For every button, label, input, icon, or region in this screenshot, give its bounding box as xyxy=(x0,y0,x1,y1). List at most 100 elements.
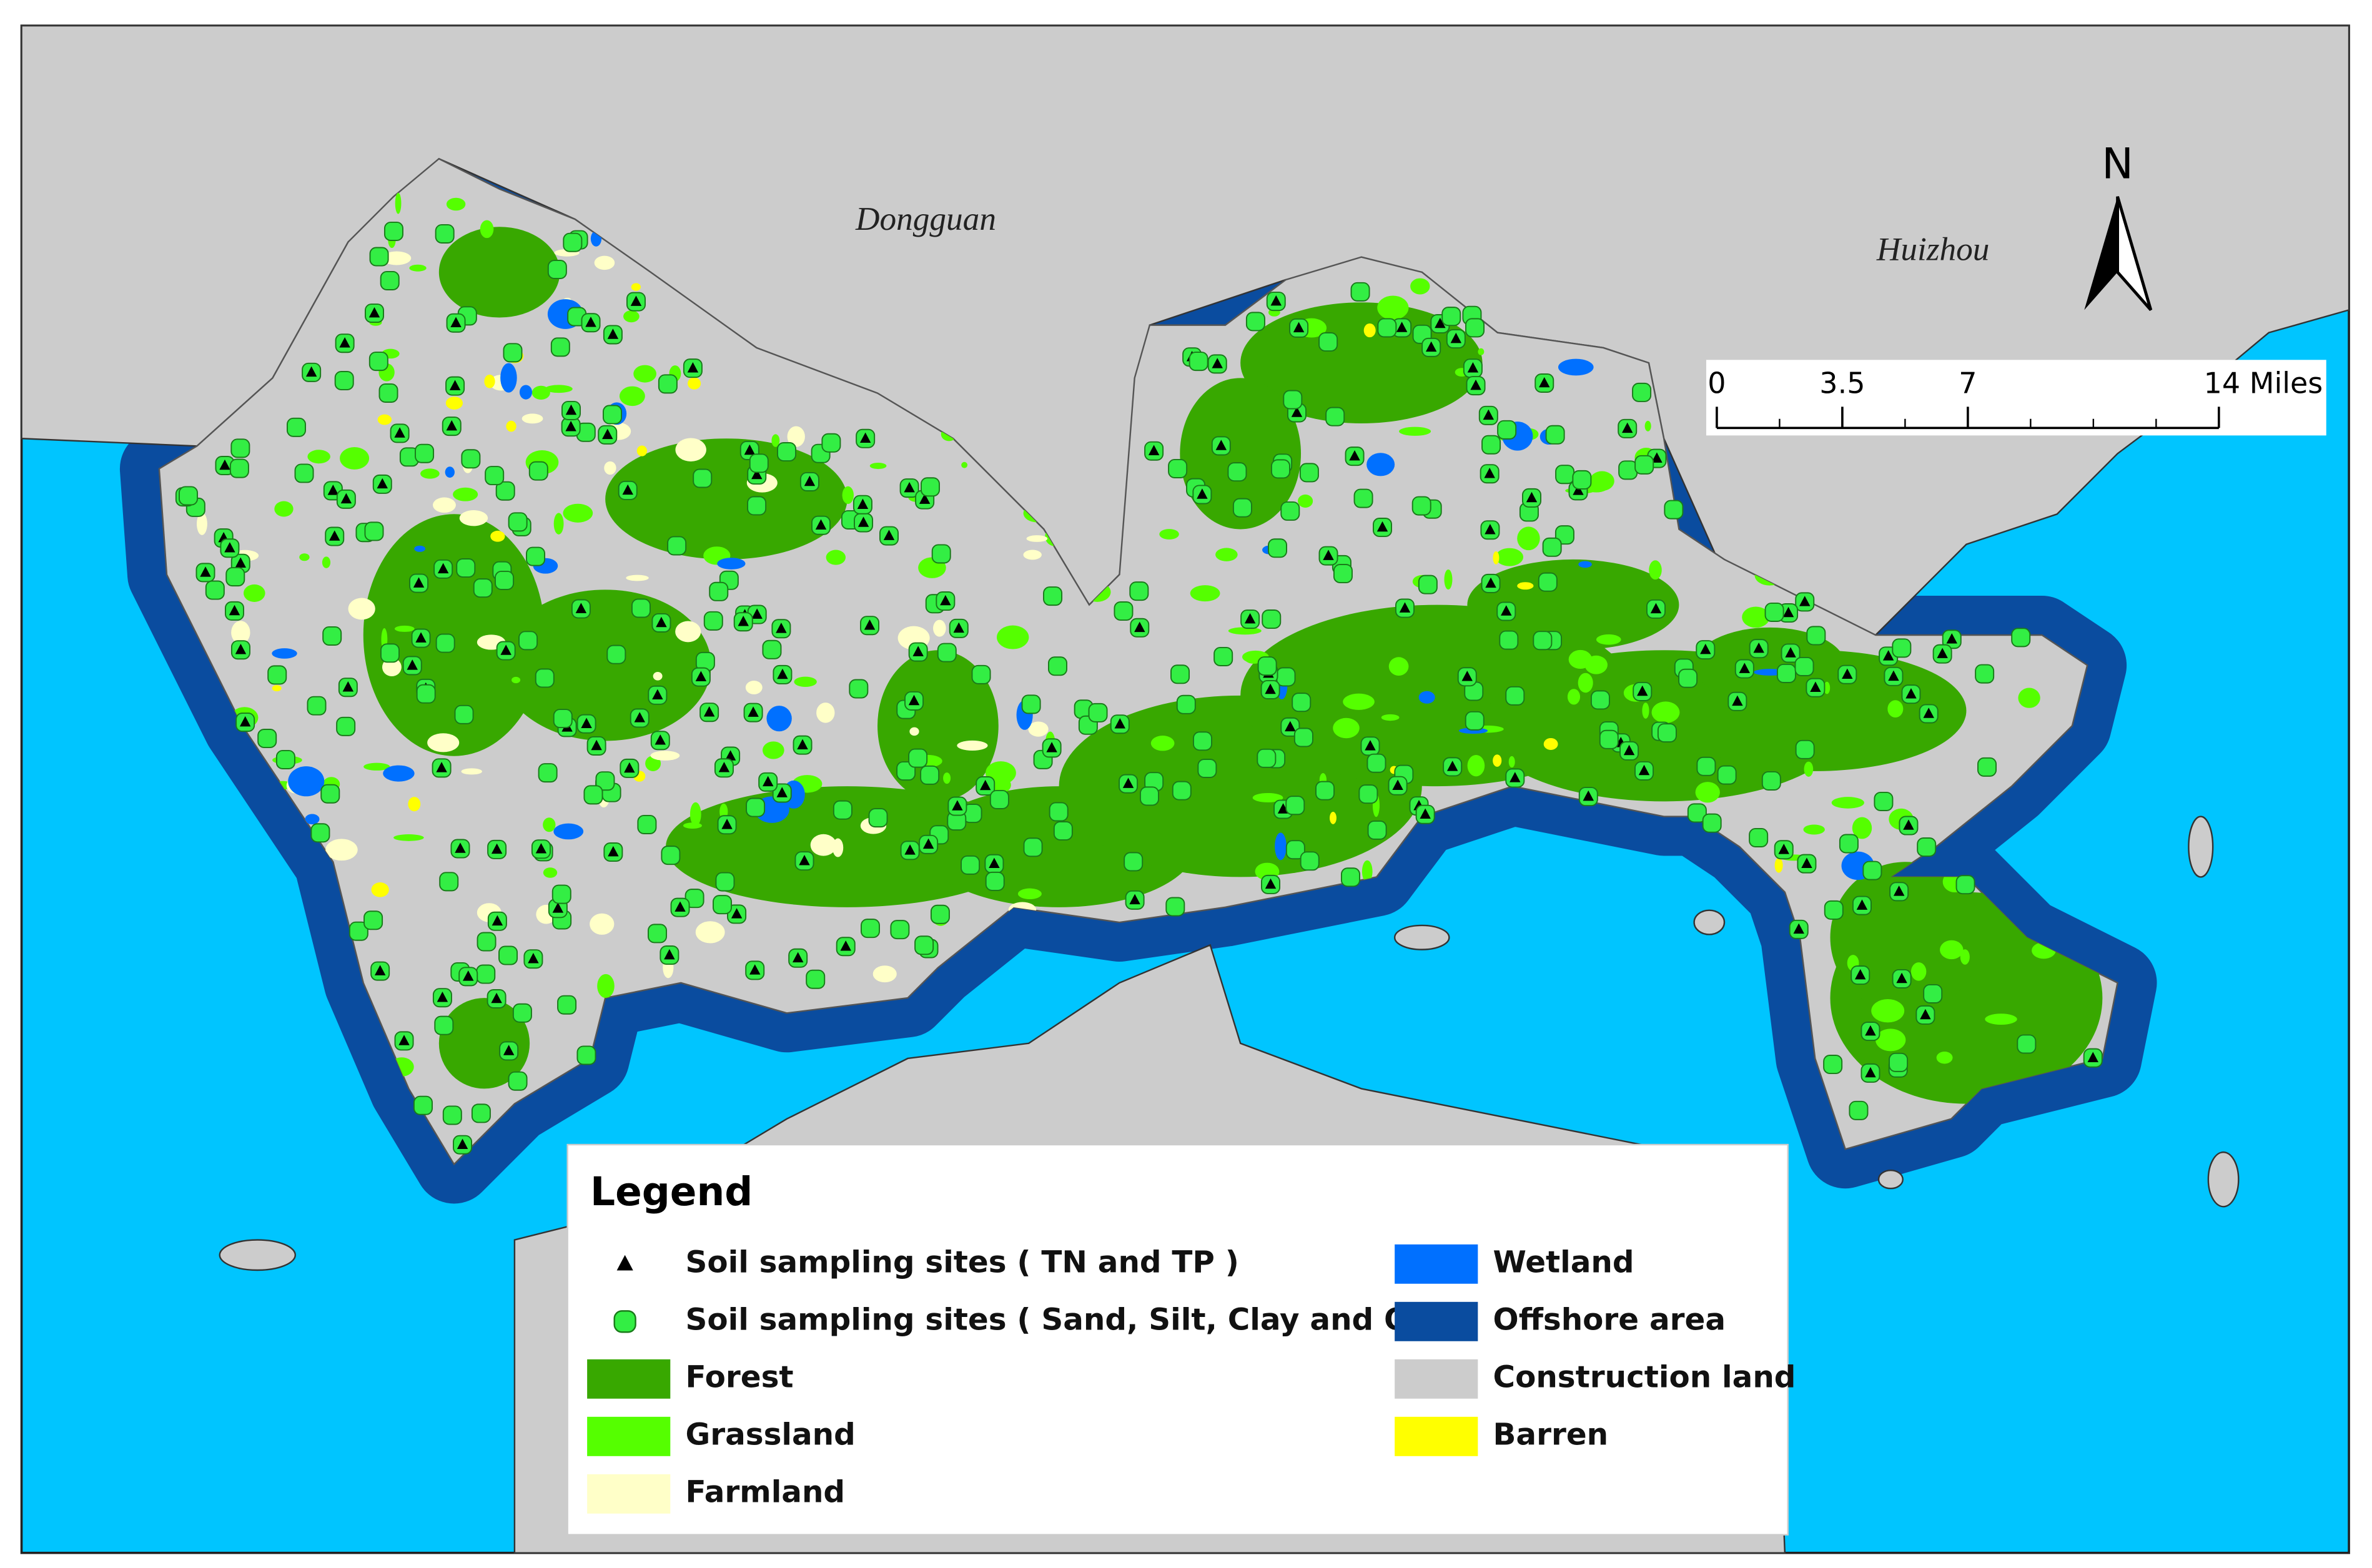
site-triangle xyxy=(738,616,749,626)
farmland xyxy=(521,413,543,424)
site-circle xyxy=(1794,656,1814,676)
site-triangle xyxy=(1539,377,1550,388)
site-triangle xyxy=(1782,606,1794,618)
grassland xyxy=(1190,585,1220,602)
site-circle xyxy=(442,1105,462,1125)
site-circle xyxy=(1696,756,1716,776)
site-circle xyxy=(477,932,497,952)
site-circle xyxy=(1300,851,1320,871)
site-circle xyxy=(1923,984,1943,1003)
site-circle xyxy=(1245,312,1265,332)
site-circle xyxy=(806,969,826,989)
grassland xyxy=(1399,427,1431,436)
site-circle xyxy=(1268,538,1288,558)
site-circle xyxy=(320,784,340,804)
legend-label: Forest xyxy=(686,1359,794,1394)
site-circle xyxy=(508,1071,528,1091)
farmland xyxy=(461,768,483,775)
site-triangle xyxy=(1651,452,1663,463)
site-circle xyxy=(1839,834,1859,854)
site-circle xyxy=(416,684,436,704)
site-triangle xyxy=(656,616,667,628)
site-circle xyxy=(518,631,538,651)
site-triangle xyxy=(1425,341,1437,352)
grassland xyxy=(689,802,701,826)
site-triangle xyxy=(1896,972,1907,984)
legend-label: Barren xyxy=(1493,1417,1609,1452)
site-triangle xyxy=(1399,602,1411,613)
grassland xyxy=(243,584,265,602)
site-triangle xyxy=(1349,450,1360,461)
grassland xyxy=(1742,606,1770,628)
forest xyxy=(438,227,560,318)
site-triangle xyxy=(377,478,388,489)
site-circle xyxy=(1129,581,1149,601)
grassland xyxy=(1578,673,1593,693)
site-triangle xyxy=(792,952,804,963)
barren xyxy=(272,685,282,692)
farmland xyxy=(433,497,456,513)
grassland xyxy=(446,197,466,211)
site-triangle xyxy=(1046,742,1057,752)
grassland xyxy=(943,772,951,784)
site-circle xyxy=(648,924,668,944)
site-circle xyxy=(383,221,403,241)
site-circle xyxy=(1687,803,1707,823)
site-circle xyxy=(322,626,342,646)
legend: Soil sampling sites ( TN and TP ) Soil sa… xyxy=(587,1244,1796,1514)
grassland xyxy=(420,468,440,479)
site-circle xyxy=(989,789,1009,809)
site-triangle xyxy=(840,940,851,951)
site-circle xyxy=(709,581,729,601)
site-triangle xyxy=(904,481,915,493)
grassland xyxy=(274,501,294,517)
site-circle xyxy=(535,668,555,688)
legend-label: Grassland xyxy=(686,1417,856,1452)
wetland xyxy=(717,558,746,570)
site-circle xyxy=(930,904,950,924)
site-triangle xyxy=(864,619,876,630)
site-triangle xyxy=(1420,808,1431,819)
site-triangle xyxy=(630,295,642,306)
site-circle xyxy=(1505,686,1525,706)
farmland xyxy=(872,965,897,983)
site-circle xyxy=(1590,690,1610,710)
grassland xyxy=(1388,657,1409,676)
wetland xyxy=(414,545,426,552)
farmland xyxy=(1026,535,1048,542)
site-circle xyxy=(1285,840,1305,860)
site-circle xyxy=(551,884,571,904)
site-circle xyxy=(693,468,713,488)
site-triangle xyxy=(749,964,761,975)
farmland xyxy=(933,619,946,637)
site-triangle xyxy=(1920,1008,1931,1020)
grassland xyxy=(1150,736,1175,751)
site-circle xyxy=(1232,498,1252,518)
site-triangle xyxy=(394,427,405,438)
site-circle xyxy=(294,463,314,483)
site-triangle xyxy=(989,857,1000,869)
site-triangle xyxy=(1197,488,1208,499)
site-triangle xyxy=(799,854,810,865)
site-circle xyxy=(1333,564,1353,584)
site-circle xyxy=(1293,727,1313,747)
site-triangle xyxy=(1148,445,1160,455)
site-circle xyxy=(1824,900,1844,920)
site-circle xyxy=(1262,609,1282,629)
wetland xyxy=(1578,561,1592,568)
site-triangle xyxy=(491,992,502,1003)
site-triangle xyxy=(1265,878,1277,889)
site-circle xyxy=(1170,664,1190,684)
barren xyxy=(506,420,516,432)
site-circle xyxy=(631,598,651,618)
site-circle xyxy=(1481,435,1501,455)
site-circle xyxy=(1165,897,1185,917)
site-triangle xyxy=(1212,358,1223,368)
farmland xyxy=(594,255,615,270)
site-triangle xyxy=(608,846,619,857)
site-triangle xyxy=(219,459,230,470)
site-triangle xyxy=(1903,819,1914,830)
farmland xyxy=(650,751,680,761)
site-triangle xyxy=(492,915,503,926)
site-triangle xyxy=(797,739,808,749)
